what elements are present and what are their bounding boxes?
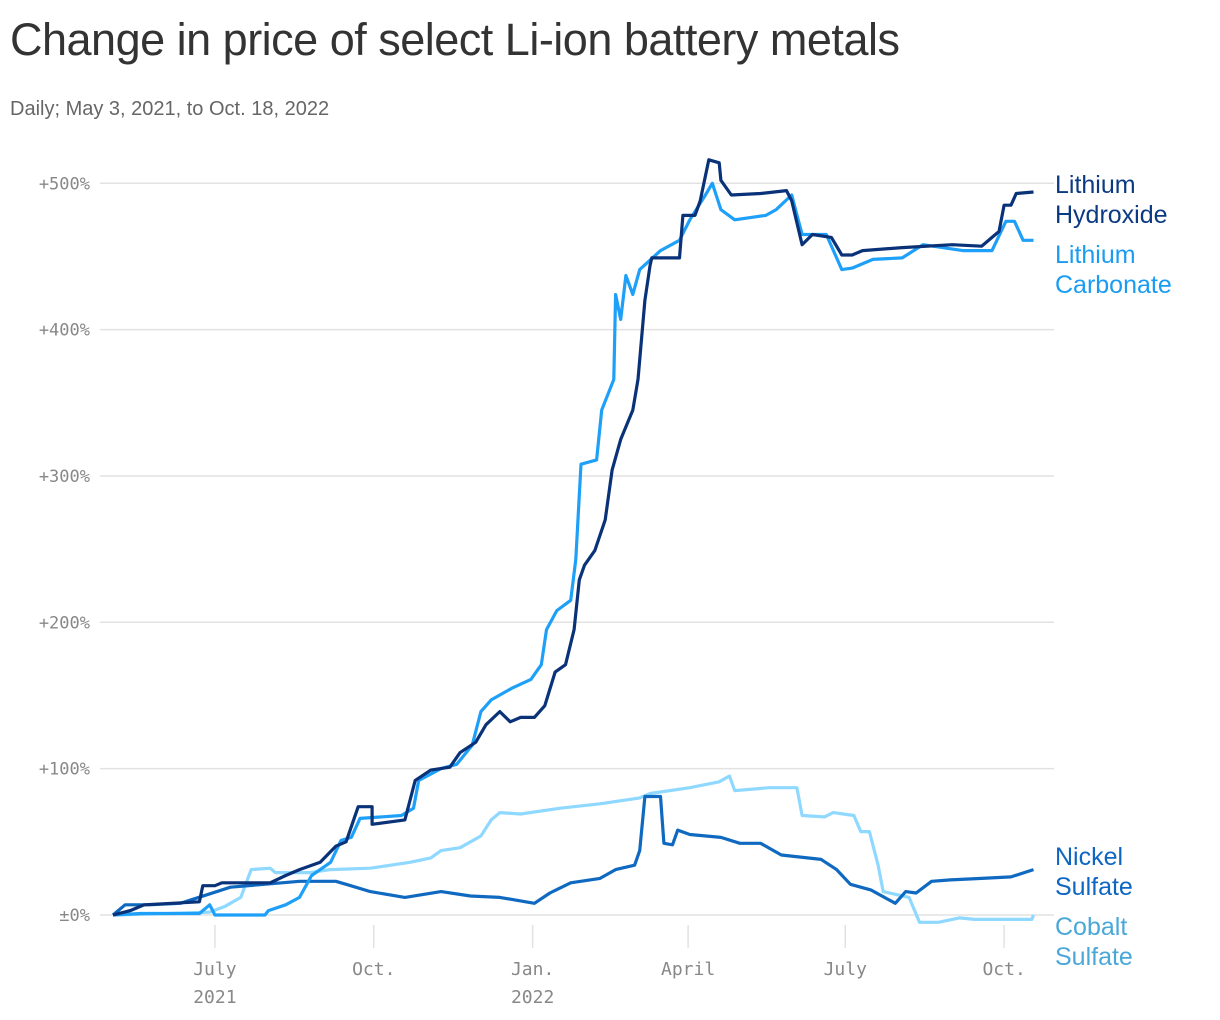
y-tick-label: ±0%	[59, 906, 90, 926]
series-label-nickel-sulfate: Nickel	[1055, 843, 1123, 871]
series-label-lithium-hydroxide: Hydroxide	[1055, 201, 1168, 229]
gridlines	[100, 182, 1054, 916]
series-line-lithium-carbonate	[112, 181, 1034, 917]
series-lines	[111, 158, 1035, 924]
x-tick-year-label: 2021	[193, 987, 236, 1008]
series-label-cobalt-sulfate: Cobalt	[1055, 913, 1127, 941]
y-tick-label: +100%	[39, 760, 90, 780]
series-labels: LithiumHydroxideLithiumCarbonateNickelSu…	[1055, 171, 1172, 971]
series-label-lithium-carbonate: Lithium	[1055, 241, 1136, 269]
x-tick-label: Oct.	[982, 959, 1025, 980]
y-tick-label: +200%	[39, 613, 90, 633]
chart-title: Change in price of select Li-ion battery…	[10, 14, 900, 65]
y-tick-label: +300%	[39, 467, 90, 487]
series-label-lithium-hydroxide: Lithium	[1055, 171, 1136, 199]
chart-subtitle: Daily; May 3, 2021, to Oct. 18, 2022	[10, 98, 330, 120]
y-tick-label: +500%	[39, 174, 90, 194]
series-label-cobalt-sulfate: Sulfate	[1055, 943, 1133, 971]
series-line-nickel-sulfate	[111, 794, 1034, 917]
series-line-cobalt-sulfate	[112, 774, 1035, 924]
series-line-lithium-hydroxide	[112, 158, 1034, 917]
x-tick-label: July	[193, 959, 237, 980]
x-tick-label: July	[824, 959, 868, 980]
x-tick-label: Jan.	[511, 959, 554, 980]
x-tick-year-label: 2022	[511, 987, 554, 1008]
y-axis: ±0% +100% +200% +300% +400% +500%	[39, 174, 90, 926]
series-label-nickel-sulfate: Sulfate	[1055, 873, 1133, 901]
x-tick-label: April	[661, 959, 715, 980]
x-tick-label: Oct.	[352, 959, 395, 980]
y-tick-label: +400%	[39, 321, 90, 341]
series-label-lithium-carbonate: Carbonate	[1055, 271, 1172, 299]
x-axis: July 2021 Oct. Jan. 2022 April July Oct.	[193, 925, 1026, 1008]
